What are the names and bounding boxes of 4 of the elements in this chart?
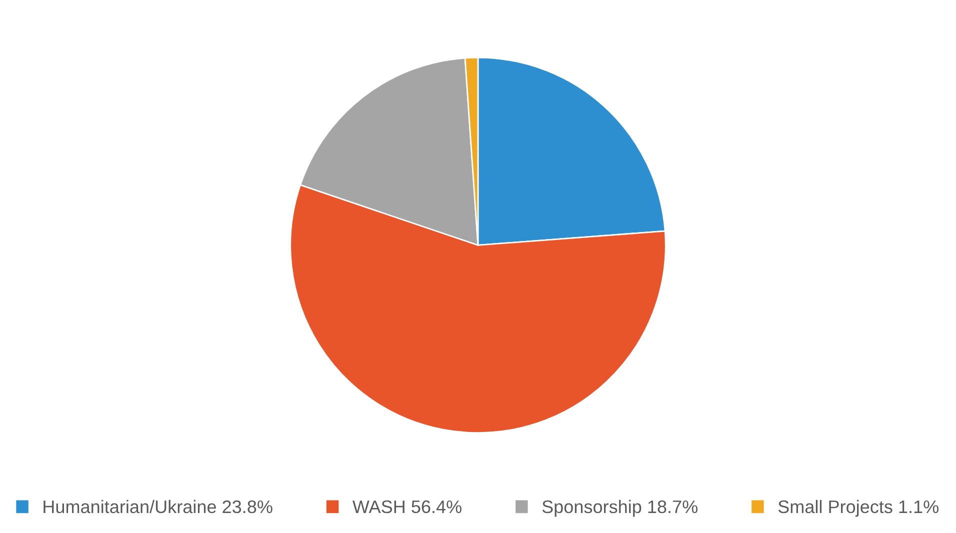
legend-label: Humanitarian/Ukraine 23.8% bbox=[44, 500, 272, 514]
legend-label: WASH 56.4% bbox=[352, 500, 462, 514]
legend-label: Sponsorship 18.7% bbox=[542, 500, 698, 517]
legend-label: Small Projects 1.1% bbox=[778, 500, 938, 517]
